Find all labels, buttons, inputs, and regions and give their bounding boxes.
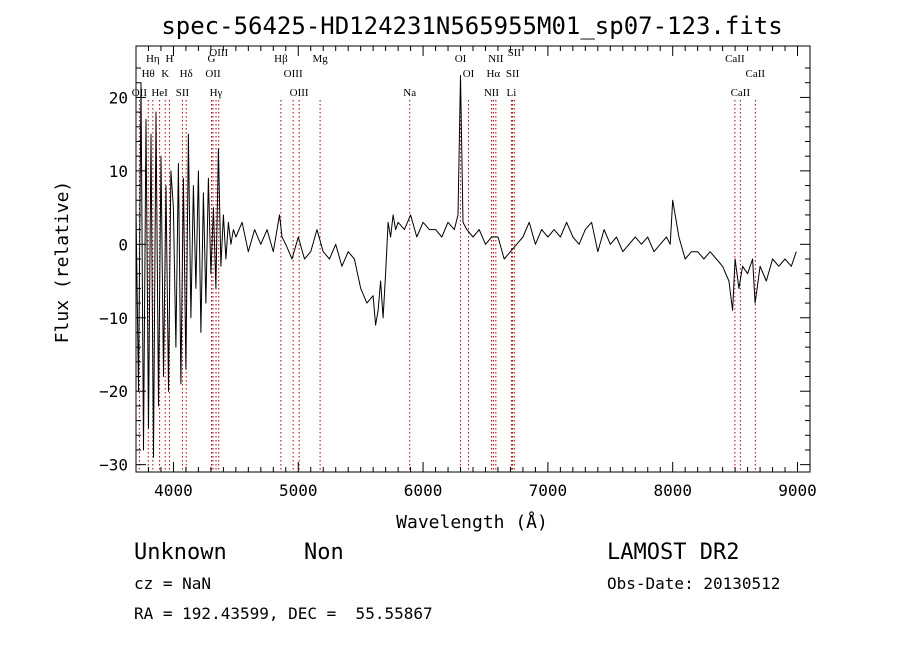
spectral-class: Unknown <box>134 540 227 565</box>
y-tick-label: −30 <box>99 456 128 475</box>
y-tick-label: −20 <box>99 382 128 401</box>
y-tick-label: 20 <box>109 88 128 107</box>
line-marker-label-22: SII <box>506 68 520 80</box>
line-marker-label-24: Li <box>507 87 517 99</box>
y-tick-label: −10 <box>99 309 128 328</box>
line-marker-label-8: G <box>208 53 216 65</box>
flux-series-line <box>135 74 797 458</box>
x-tick-label: 6000 <box>404 481 443 500</box>
x-tick-label: 7000 <box>529 481 568 500</box>
line-marker-label-27: CaII <box>746 68 766 80</box>
y-axis-label: Flux (relative) <box>52 181 73 344</box>
line-marker-label-13: OIII <box>284 68 303 80</box>
line-marker-label-18: OI <box>463 68 475 80</box>
line-marker-label-16: Na <box>403 87 416 99</box>
plot-frame <box>135 45 811 473</box>
y-axis-ticks: −30 −20 −10 0 10 20 <box>99 67 810 475</box>
line-marker-label-1: Hη <box>146 53 160 65</box>
line-marker-label-4: K <box>161 68 169 80</box>
line-marker-label-19: NII <box>484 87 500 99</box>
line-marker-label-21: NII <box>488 53 504 65</box>
line-marker-label-25: CaII <box>725 53 745 65</box>
observation-date: Obs-Date: 20130512 <box>607 574 780 593</box>
survey-name: LAMOST DR2 <box>607 540 739 565</box>
line-marker-label-12: Hβ <box>274 53 288 65</box>
x-tick-label: 5000 <box>279 481 318 500</box>
line-marker-label-11: OIII <box>209 47 228 59</box>
line-marker-label-7: SII <box>176 87 190 99</box>
line-marker-label-20: Hα <box>486 68 500 80</box>
line-marker-label-3: H <box>165 53 173 65</box>
x-tick-label: 4000 <box>154 481 193 500</box>
line-marker-label-5: HeI <box>151 87 168 99</box>
line-marker-label-17: OI <box>455 53 467 65</box>
spectral-subclass: Non <box>304 540 344 565</box>
line-marker-label-2: Hθ <box>142 68 155 80</box>
line-marker-label-14: OIII <box>290 87 309 99</box>
x-axis-label: Wavelength (Å) <box>396 511 548 533</box>
line-marker-label-9: OII <box>205 68 221 80</box>
redshift-cz: cz = NaN <box>134 574 211 593</box>
line-marker-label-10: Hγ <box>210 87 223 99</box>
x-axis-ticks: 4000 5000 6000 7000 8000 9000 <box>147 46 817 500</box>
y-tick-label: 0 <box>118 235 128 254</box>
chart-title: spec-56425-HD124231N565955M01_sp07-123.f… <box>161 12 782 40</box>
x-tick-label: 9000 <box>778 481 817 500</box>
line-marker-label-26: CaII <box>731 87 751 99</box>
coordinates: RA = 192.43599, DEC = 55.55867 <box>134 604 433 623</box>
line-marker-label-15: Mg <box>312 53 328 65</box>
line-marker-label-23: SII <box>508 47 522 59</box>
line-marker-label-6: Hδ <box>180 68 193 80</box>
y-tick-label: 10 <box>109 162 128 181</box>
x-tick-label: 8000 <box>653 481 692 500</box>
